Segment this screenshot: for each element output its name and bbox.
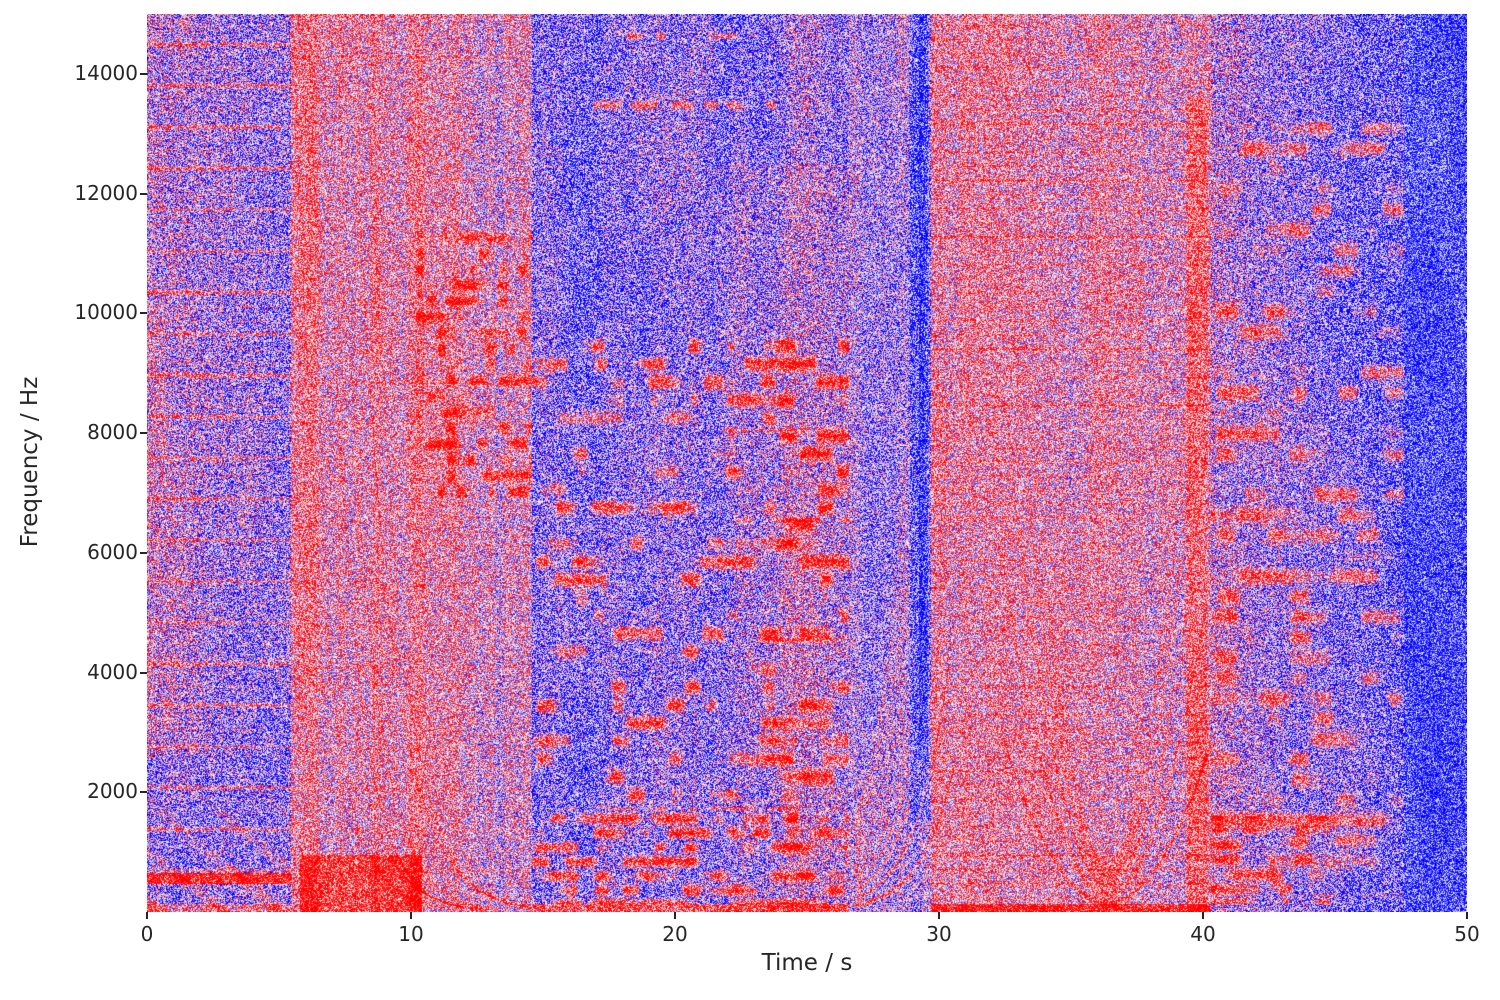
x-tick-label: 20 (662, 922, 688, 946)
x-tick-label: 50 (1454, 922, 1480, 946)
y-tick-label: 6000 (87, 539, 138, 564)
y-tick-mark (140, 432, 147, 435)
y-axis-label: Frequency / Hz (17, 376, 43, 548)
y-tick-label: 2000 (87, 779, 138, 804)
x-tick-mark (938, 912, 940, 919)
y-tick-mark (140, 791, 147, 794)
y-tick-label: 8000 (87, 420, 138, 445)
spectrogram-canvas (147, 14, 1467, 912)
y-tick-label: 14000 (74, 60, 138, 85)
y-tick-label: 4000 (87, 659, 138, 684)
x-tick-label: 0 (140, 922, 154, 946)
y-tick-mark (140, 671, 147, 674)
x-tick-mark (146, 912, 148, 919)
y-tick-mark (140, 192, 147, 195)
x-tick-mark (1202, 912, 1204, 919)
y-tick-label: 12000 (74, 180, 138, 205)
x-tick-label: 30 (926, 922, 952, 946)
y-tick-mark (140, 551, 147, 554)
y-tick-mark (140, 72, 147, 75)
x-tick-label: 10 (398, 922, 424, 946)
y-tick-mark (140, 312, 147, 315)
x-tick-mark (410, 912, 412, 919)
x-tick-label: 40 (1190, 922, 1216, 946)
x-tick-mark (1466, 912, 1468, 919)
x-axis-label: Time / s (761, 950, 853, 976)
y-tick-label: 10000 (74, 300, 138, 325)
x-tick-mark (674, 912, 676, 919)
